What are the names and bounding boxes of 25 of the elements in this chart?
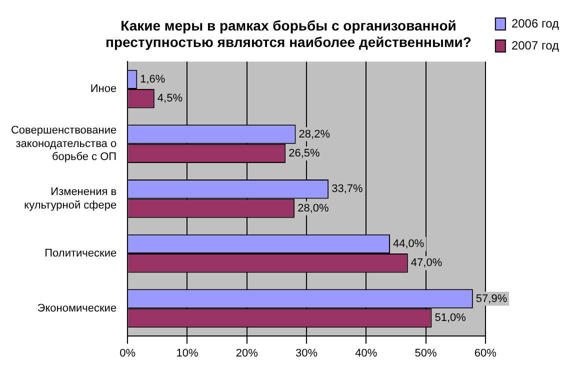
data-label: 51,0% (434, 312, 466, 324)
y-tick-label: Изменения в культурной сфере (24, 186, 117, 212)
data-label: 4,5% (157, 92, 183, 105)
x-tick-label: 0% (120, 347, 136, 360)
data-label: 28,2% (298, 128, 330, 140)
x-tick-label: 60% (474, 347, 497, 360)
data-label: 57,9% (476, 292, 508, 305)
chart-title: Какие меры в рамках борьбы с организованной преступностью являются наиболее действенными? (106, 17, 472, 50)
x-tick-label: 20% (236, 347, 258, 360)
legend-label: 2007 год (511, 38, 560, 52)
y-tick-label: Политические (44, 248, 117, 260)
data-label: 1,6% (140, 73, 166, 86)
x-tick-label: 40% (355, 347, 378, 360)
y-tick-label: Экономические (37, 302, 117, 314)
data-label: 28,0% (298, 202, 329, 214)
x-tick-label: 30% (296, 347, 318, 360)
x-tick-label: 10% (176, 347, 198, 360)
x-tick-label: 50% (414, 347, 438, 360)
y-tick-label: Иное (90, 83, 117, 96)
y-tick-label: Совершенствование законодательства о борьбе с ОП (10, 124, 117, 164)
data-label: 44,0% (393, 238, 424, 250)
data-label: 26,5% (288, 147, 320, 160)
data-label: 33,7% (332, 183, 363, 196)
data-label: 47,0% (410, 257, 442, 270)
legend-label: 2006 год (511, 16, 560, 30)
